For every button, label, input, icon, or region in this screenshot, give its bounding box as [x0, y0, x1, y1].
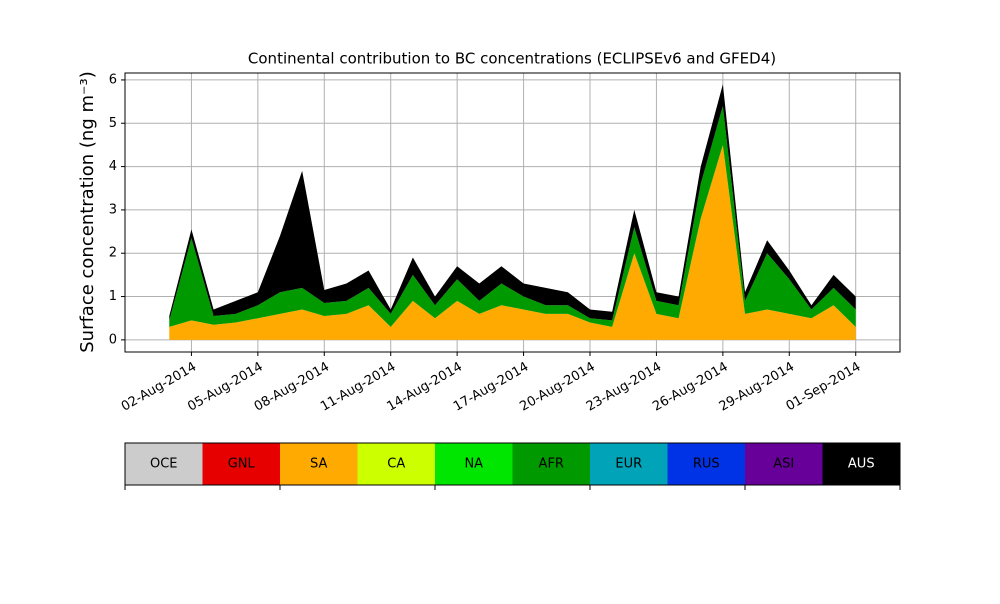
y-axis-label: Surface concentration (ng m⁻³) [77, 71, 98, 353]
legend-label: CA [387, 457, 405, 472]
y-tick-label: 4 [109, 159, 117, 174]
y-tick-label: 5 [109, 116, 117, 131]
x-tick-label: 29-Aug-2014 [717, 360, 797, 415]
legend-label: GNL [228, 457, 256, 472]
legend-frame [124, 442, 901, 486]
y-tick-label: 3 [109, 202, 117, 217]
area [169, 84, 856, 321]
legend-swatch [125, 443, 203, 485]
legend-label: NA [464, 457, 483, 472]
grid [125, 73, 900, 352]
legend-label: EUR [615, 457, 642, 472]
y-tick-label: 2 [109, 246, 117, 261]
legend-label: AUS [848, 457, 875, 472]
legend-swatch [357, 443, 435, 485]
legend-swatch [590, 443, 668, 485]
legend-swatch [667, 443, 745, 485]
y-tick-label: 6 [109, 72, 117, 87]
chart-title: Continental contribution to BC concentra… [248, 50, 776, 68]
legend-label: ASI [773, 457, 794, 472]
y-tick-label: 0 [109, 332, 117, 347]
plot-frame [124, 72, 901, 353]
areas [169, 84, 856, 340]
area [169, 144, 856, 340]
legend-label: RUS [693, 457, 720, 472]
legend-label: SA [310, 457, 327, 472]
legend-label: OCE [150, 457, 178, 472]
legend-swatch [435, 443, 513, 485]
legend-swatch [202, 443, 280, 485]
legend-swatch [745, 443, 823, 485]
x-tick-label: 01-Sep-2014 [784, 360, 864, 415]
y-tick-label: 1 [109, 289, 117, 304]
legend-swatch [822, 443, 900, 485]
legend-swatch [512, 443, 590, 485]
legend-label: AFR [539, 457, 564, 472]
area [169, 105, 856, 327]
legend: OCE GNL SA CA NA AFR EUR RUS ASI AUS [124, 442, 901, 490]
legend-swatch [280, 443, 358, 485]
